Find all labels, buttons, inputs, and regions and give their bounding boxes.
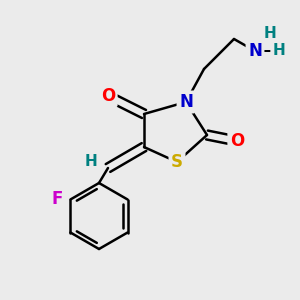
Text: N: N xyxy=(179,93,193,111)
Text: H: H xyxy=(264,26,276,40)
Text: S: S xyxy=(171,153,183,171)
Text: O: O xyxy=(101,87,115,105)
Text: H: H xyxy=(85,154,98,169)
Text: N: N xyxy=(248,42,262,60)
Text: F: F xyxy=(51,190,63,208)
Text: O: O xyxy=(230,132,244,150)
Text: H: H xyxy=(273,44,285,59)
